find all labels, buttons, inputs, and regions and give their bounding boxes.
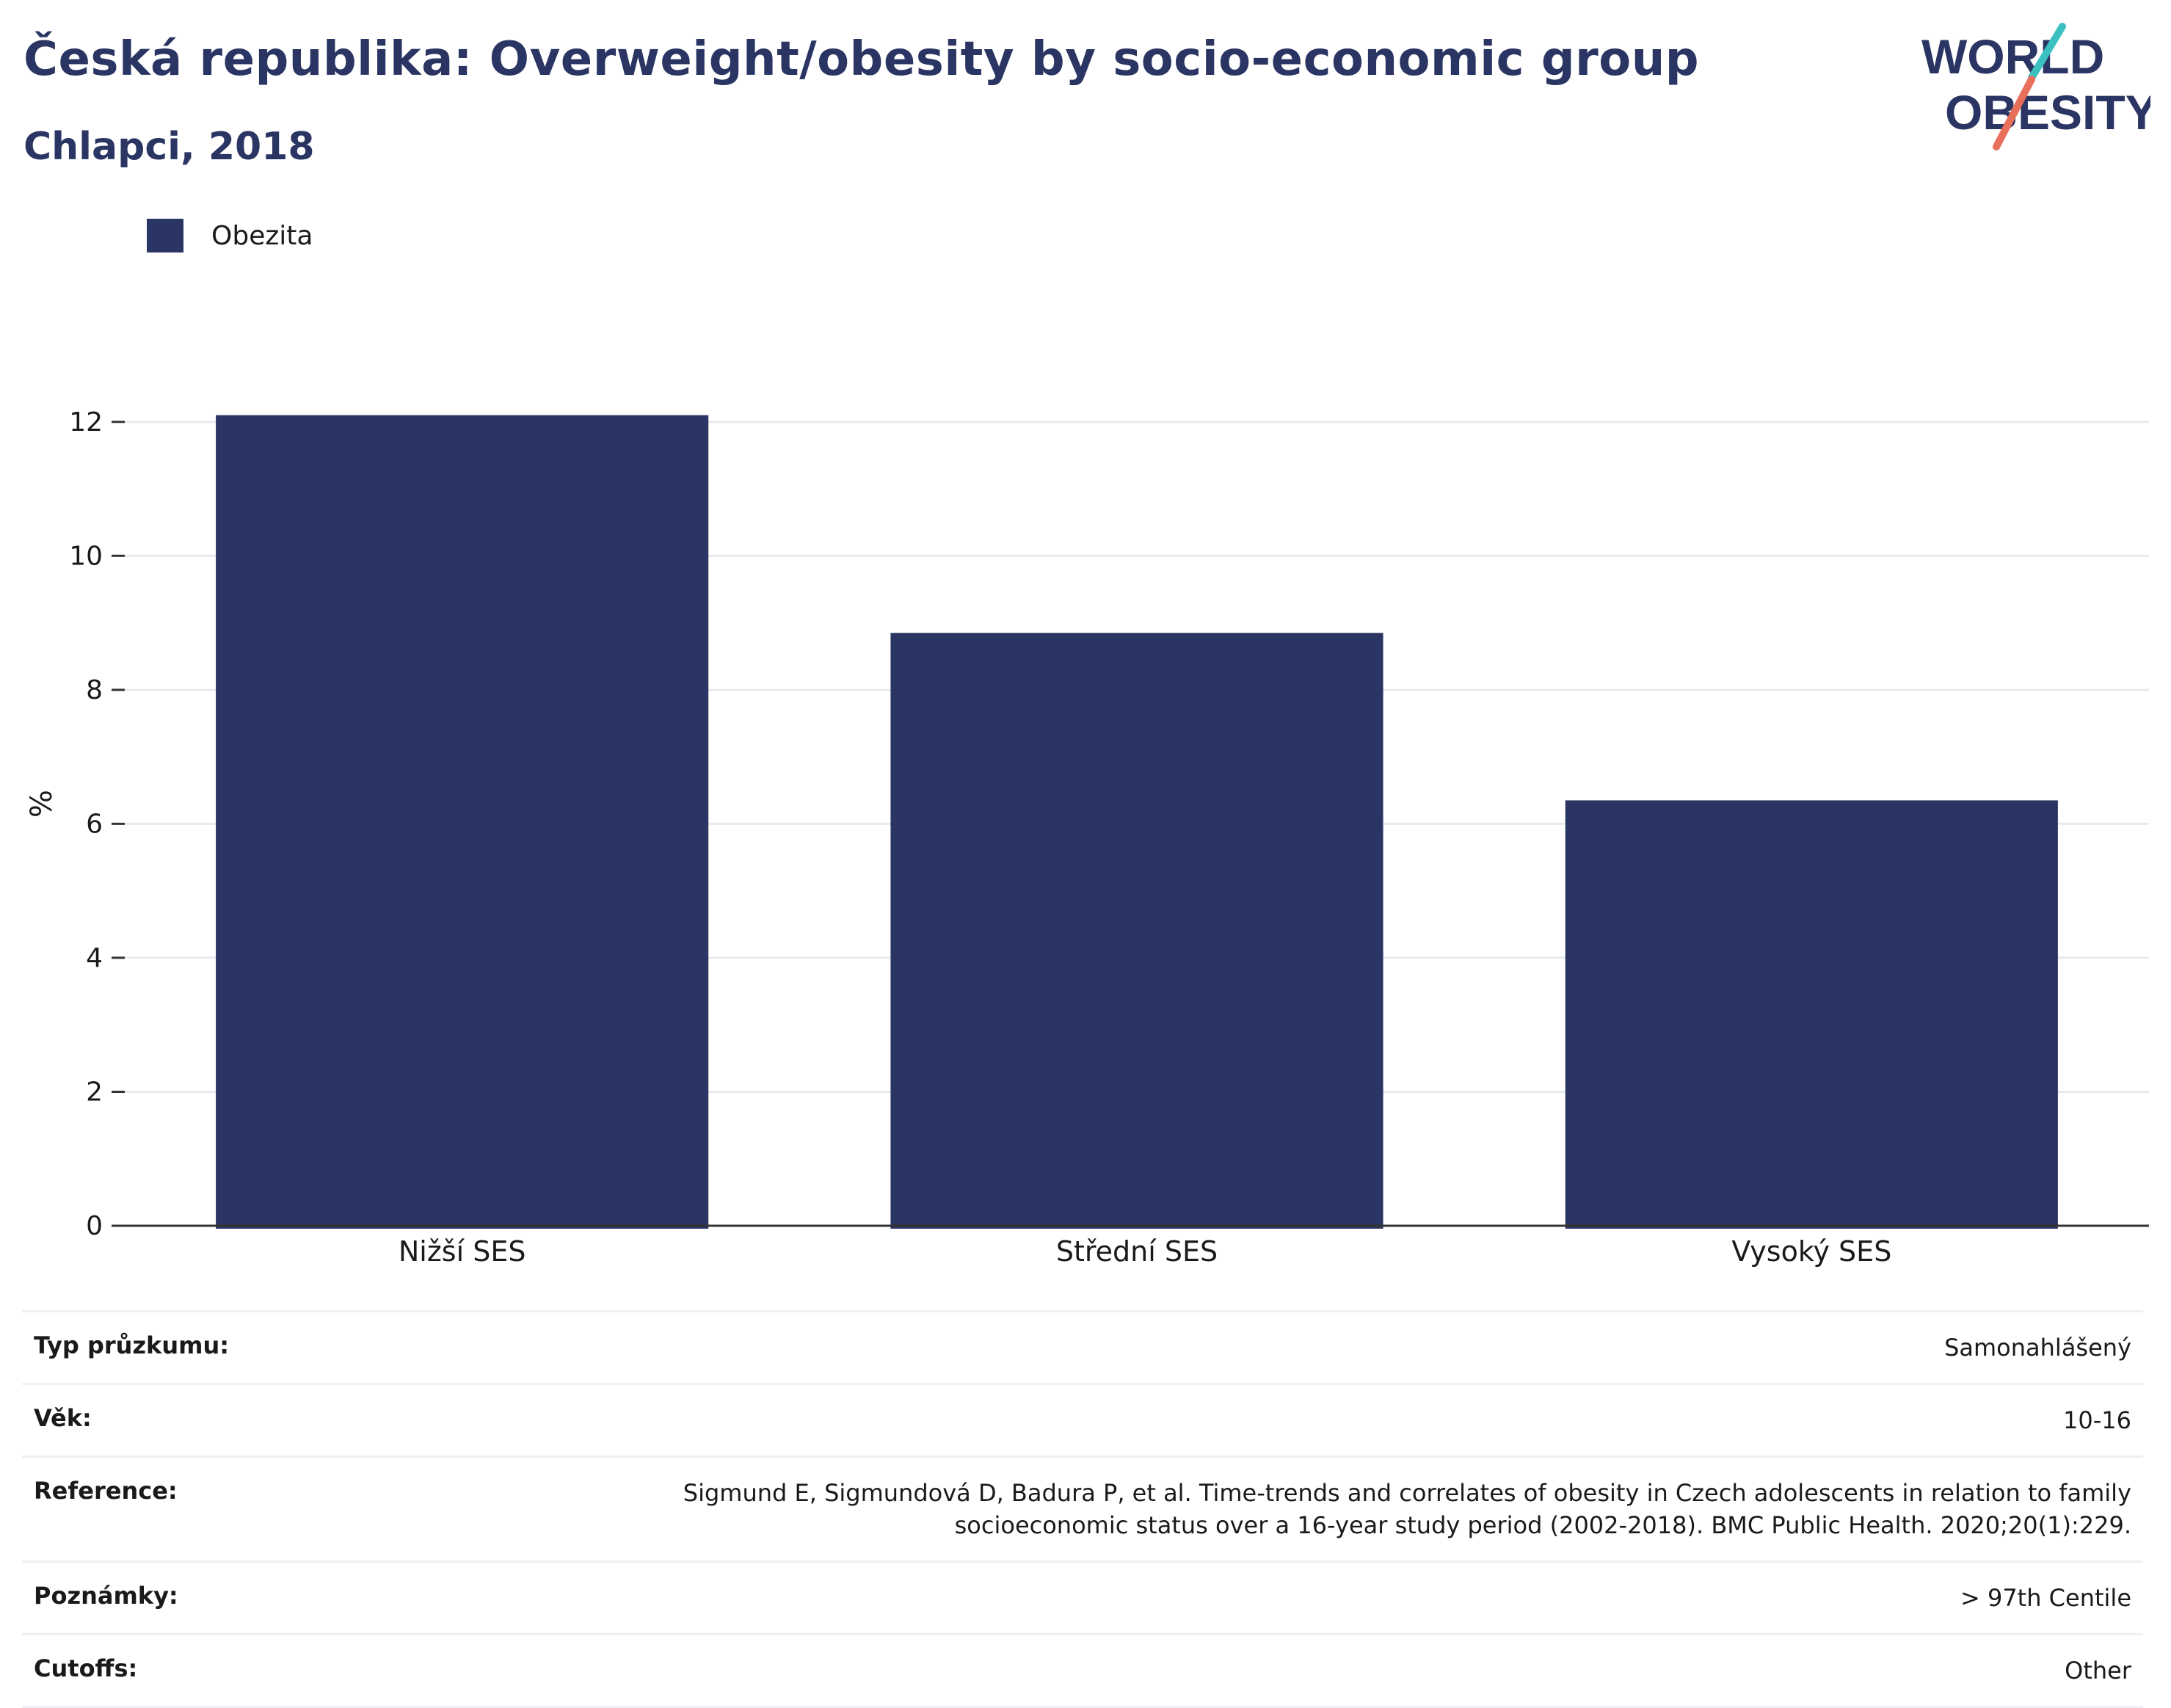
info-value: > 97th Centile <box>1960 1584 2131 1612</box>
info-value: 10-16 <box>2063 1406 2131 1434</box>
y-tick-label: 8 <box>86 675 103 705</box>
y-tick-label: 2 <box>86 1077 103 1107</box>
bar-3 <box>1565 800 2058 1229</box>
bar-1 <box>216 415 709 1229</box>
logo-word-obesity: OBESITY <box>1945 85 2150 139</box>
info-label: Cutoffs: <box>34 1654 138 1682</box>
world-obesity-logo: WORLD OBESITY <box>1921 23 2150 150</box>
info-row: Typ průzkumu: Samonahlášený <box>22 1310 2143 1383</box>
logo-slash-teal <box>2028 23 2066 81</box>
info-label: Reference: <box>34 1477 178 1505</box>
x-tick-label: Nižší SES <box>399 1235 526 1268</box>
legend-swatch-obezita <box>147 219 183 252</box>
info-row: Cutoffs: Other <box>22 1633 2143 1708</box>
info-row: Reference: Sigmund E, Sigmundová D, Badur… <box>22 1456 2143 1560</box>
info-row: Poznámky: > 97th Centile <box>22 1560 2143 1633</box>
chart-subtitle: Chlapci, 2018 <box>23 125 315 169</box>
legend-label-obezita: Obezita <box>211 220 313 251</box>
info-label: Věk: <box>34 1404 92 1432</box>
x-tick-label: Střední SES <box>1056 1235 1218 1268</box>
y-axis-label: % <box>25 790 59 818</box>
y-tick-label: 6 <box>86 809 103 839</box>
y-tick-label: 0 <box>86 1211 103 1241</box>
info-value: Samonahlášený <box>1944 1334 2131 1362</box>
chart-title: Česká republika: Overweight/obesity by s… <box>23 32 1700 87</box>
bar-chart: 0 2 4 6 8 10 12% Nižší SES Střední SES Vysoký SES <box>25 407 2149 1268</box>
logo-word-world: WORLD <box>1921 29 2104 84</box>
info-value: Other <box>2065 1657 2131 1685</box>
info-label: Typ průzkumu: <box>34 1331 230 1359</box>
info-row: Věk: 10-16 <box>22 1383 2143 1456</box>
y-tick-label: 4 <box>86 943 103 973</box>
legend: Obezita <box>147 219 313 252</box>
x-tick-label: Vysoký SES <box>1731 1235 1891 1268</box>
info-label: Poznámky: <box>34 1582 178 1610</box>
info-value: Sigmund E, Sigmundová D, Badura P, et al… <box>683 1479 2131 1539</box>
bar-2 <box>890 633 1383 1229</box>
info-table: Typ průzkumu: Samonahlášený Věk: 10-16 Refer… <box>22 1310 2143 1708</box>
y-tick-label: 12 <box>69 407 103 437</box>
logo-slash-coral <box>1993 76 2035 150</box>
y-tick-label: 10 <box>69 541 103 571</box>
